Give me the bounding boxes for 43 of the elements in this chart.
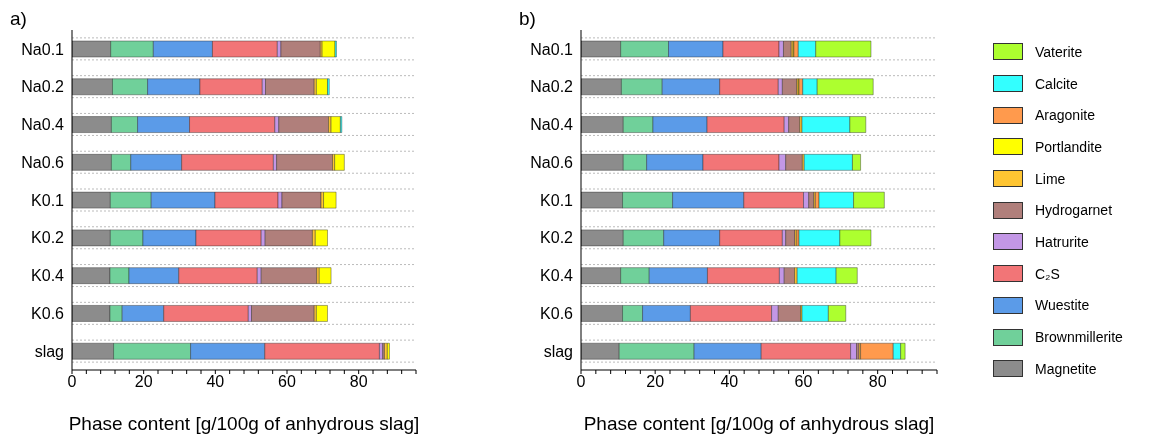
y-tick-label: slag bbox=[34, 342, 64, 360]
legend-label: Hydrogarnet bbox=[1035, 202, 1113, 219]
y-tick-label: Na0.6 bbox=[21, 153, 65, 171]
y-tick-label: Na0.2 bbox=[530, 78, 574, 96]
x-tick-label: 60 bbox=[794, 373, 813, 391]
y-tick-label: K0.2 bbox=[540, 229, 574, 247]
legend-label: Magnetite bbox=[1035, 360, 1097, 377]
y-tick-label: slag bbox=[543, 342, 573, 360]
legend-label: Aragonite bbox=[1035, 107, 1095, 124]
text: a) bbox=[10, 8, 27, 30]
legend-label: Portlandite bbox=[1035, 138, 1102, 155]
y-tick-label: Na0.4 bbox=[530, 116, 574, 134]
y-tick-label: K0.4 bbox=[540, 267, 574, 285]
legend-label: Wuestite bbox=[1035, 297, 1090, 314]
y-tick-label: Na0.2 bbox=[21, 78, 65, 96]
x-tick-label: 40 bbox=[720, 373, 739, 391]
x-tick-label: 60 bbox=[278, 373, 296, 391]
y-tick-label: Na0.1 bbox=[21, 40, 65, 58]
x-tick-label: 80 bbox=[868, 373, 887, 391]
legend-label: Lime bbox=[1035, 170, 1066, 187]
y-tick-label: K0.1 bbox=[540, 191, 574, 209]
x-axis-title: Phase content [g/100g of anhydrous slag] bbox=[68, 413, 420, 434]
y-tick-label: K0.6 bbox=[31, 305, 65, 323]
y-tick-label: Na0.4 bbox=[21, 116, 65, 134]
legend-label: Calcite bbox=[1035, 75, 1078, 92]
x-tick-label: 80 bbox=[349, 373, 368, 391]
legend-label: C₂S bbox=[1035, 265, 1060, 282]
x-tick-label: 40 bbox=[206, 373, 225, 391]
x-axis-title: Phase content [g/100g of anhydrous slag] bbox=[583, 413, 935, 434]
legend-label: Vaterite bbox=[1035, 43, 1083, 60]
y-tick-label: Na0.6 bbox=[530, 153, 574, 171]
y-tick-label: K0.2 bbox=[31, 229, 65, 247]
x-tick-label: 0 bbox=[576, 373, 586, 391]
legend-label: Brownmillerite bbox=[1035, 329, 1123, 346]
y-tick-label: K0.1 bbox=[31, 191, 65, 209]
legend-label: Hatrurite bbox=[1035, 233, 1089, 250]
x-tick-label: 20 bbox=[134, 373, 153, 391]
y-tick-label: Na0.1 bbox=[530, 40, 574, 58]
x-tick-label: 0 bbox=[67, 373, 77, 391]
x-tick-label: 20 bbox=[646, 373, 665, 391]
y-tick-label: K0.6 bbox=[540, 305, 574, 323]
text: b) bbox=[519, 8, 536, 30]
y-tick-label: K0.4 bbox=[31, 267, 65, 285]
